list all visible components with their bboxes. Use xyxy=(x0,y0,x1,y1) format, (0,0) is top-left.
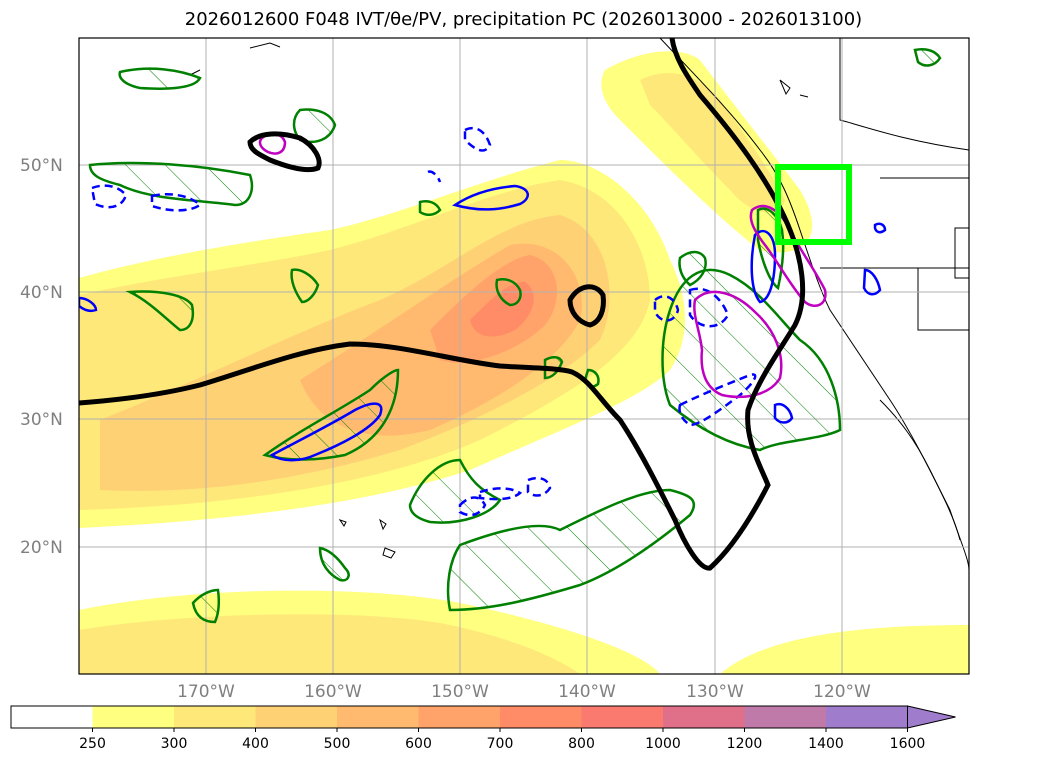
colorbar-segment xyxy=(500,706,582,728)
lat-label-30n: 30°N xyxy=(20,410,63,430)
lat-label-40n: 40°N xyxy=(20,283,63,303)
target-region-box xyxy=(775,164,852,245)
colorbar-segment xyxy=(418,706,501,728)
lon-label-150w: 150°W xyxy=(431,682,489,702)
colorbar-tick-label: 1000 xyxy=(645,736,681,752)
colorbar-extend-arrow xyxy=(907,705,956,729)
coastlines xyxy=(189,38,969,571)
colorbar-tick-label: 600 xyxy=(405,736,432,752)
colorbar-tick-label: 250 xyxy=(79,736,106,752)
colorbar-segment xyxy=(581,706,664,728)
longitude-labels: 170°W 160°W 150°W 140°W 130°W 120°W xyxy=(177,682,871,702)
colorbar-tick-label: 1400 xyxy=(808,736,844,752)
colorbar-segment xyxy=(663,706,745,728)
colorbar-segment xyxy=(11,706,93,728)
colorbar-tick-label: 500 xyxy=(324,736,351,752)
lon-label-140w: 140°W xyxy=(558,682,616,702)
colorbar-tick-label: 800 xyxy=(568,736,595,752)
colorbar-outline xyxy=(10,705,908,729)
lat-label-20n: 20°N xyxy=(20,538,63,558)
pv-positive-contours xyxy=(88,48,942,624)
lon-label-130w: 130°W xyxy=(686,682,744,702)
lon-label-160w: 160°W xyxy=(304,682,362,702)
latitude-labels: 50°N 40°N 30°N 20°N xyxy=(20,156,63,558)
lat-label-50n: 50°N xyxy=(20,156,63,176)
colorbar-segment xyxy=(744,706,827,728)
colorbar-segment xyxy=(92,706,175,728)
map-title: 2026012600 F048 IVT/θe/PV, precipitation… xyxy=(184,9,863,30)
colorbar-tick-label: 1200 xyxy=(727,736,763,752)
plot-border xyxy=(78,37,970,675)
pv-negative-contours xyxy=(79,126,887,517)
ivt-colorbar: 250 300 400 500 600 700 800 1000 1200 1400 1600 xyxy=(10,705,956,752)
colorbar-segment xyxy=(255,706,338,728)
colorbar-segment xyxy=(174,706,256,728)
colorbar-tick-label: 300 xyxy=(161,736,188,752)
lon-label-170w: 170°W xyxy=(177,682,235,702)
colorbar-segment xyxy=(826,706,908,728)
colorbar-tick-label: 1600 xyxy=(890,736,926,752)
colorbar-segment xyxy=(337,706,419,728)
theta-e-contours xyxy=(79,38,806,571)
map-plot-area xyxy=(79,38,969,674)
lon-label-120w: 120°W xyxy=(813,682,871,702)
colorbar-tick-label: 700 xyxy=(487,736,514,752)
colorbar-tick-label: 400 xyxy=(242,736,269,752)
